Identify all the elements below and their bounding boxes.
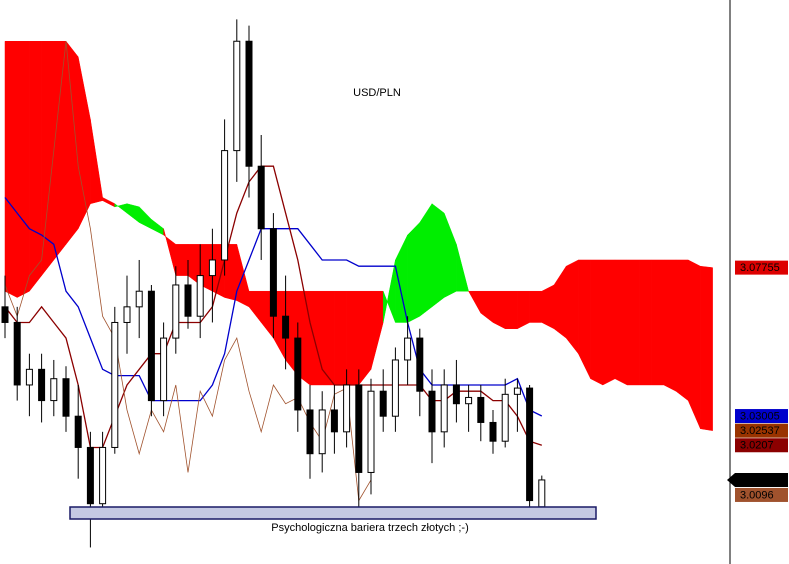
cloud-segment bbox=[614, 259, 628, 386]
cloud-segment bbox=[565, 259, 579, 355]
cloud-segment bbox=[602, 259, 616, 386]
candle-body bbox=[294, 337, 302, 411]
cloud-segment bbox=[419, 202, 433, 317]
candle-body bbox=[465, 396, 473, 405]
candle-body bbox=[489, 421, 497, 442]
candle-body bbox=[501, 393, 509, 442]
candle-body bbox=[135, 290, 143, 308]
indicator-line bbox=[4, 165, 543, 449]
value-box-label: 3.0096 bbox=[740, 474, 774, 486]
cloud-segment bbox=[529, 290, 543, 323]
candle-body bbox=[221, 150, 229, 261]
candle-body bbox=[160, 337, 168, 402]
candle-body bbox=[208, 259, 216, 277]
candle-body bbox=[25, 368, 33, 386]
candle-body bbox=[233, 40, 241, 152]
candle-body bbox=[38, 368, 46, 402]
cloud-segment bbox=[358, 290, 372, 386]
cloud-segment bbox=[590, 259, 604, 386]
candle-body bbox=[196, 275, 204, 317]
value-box bbox=[735, 260, 788, 275]
candle-body bbox=[428, 390, 436, 433]
candle-body bbox=[343, 384, 351, 433]
chart-title: USD/PLN bbox=[353, 87, 401, 99]
value-box-label: 3.07755 bbox=[740, 262, 780, 274]
candle-body bbox=[111, 321, 119, 448]
cloud-segment bbox=[492, 290, 506, 330]
candle-body bbox=[355, 384, 363, 473]
cloud-segment bbox=[29, 40, 42, 292]
value-box bbox=[735, 423, 788, 438]
candle-body bbox=[1, 306, 9, 323]
cloud-segment bbox=[456, 244, 469, 292]
candle-body bbox=[282, 315, 290, 339]
cloud-segment bbox=[175, 244, 189, 276]
candle-body bbox=[269, 228, 277, 317]
value-box-label: 3.03005 bbox=[740, 410, 780, 422]
candle-body bbox=[86, 446, 94, 505]
cloud-segment bbox=[651, 259, 665, 386]
candle-body bbox=[62, 378, 70, 417]
cloud-segment bbox=[65, 40, 79, 246]
value-box bbox=[735, 409, 788, 424]
value-box bbox=[735, 438, 788, 453]
candle-body bbox=[123, 306, 131, 323]
value-box-label: 3.02537 bbox=[740, 425, 780, 437]
cloud-segment bbox=[639, 259, 652, 386]
candle-body bbox=[367, 390, 375, 473]
candle-body bbox=[184, 284, 192, 317]
cloud-segment bbox=[700, 265, 713, 431]
candle-body bbox=[74, 415, 82, 448]
cloud-segment bbox=[309, 290, 323, 386]
candle-body bbox=[306, 409, 314, 455]
candle-body bbox=[172, 284, 180, 339]
candle-body bbox=[416, 337, 424, 392]
cloud-segment bbox=[4, 40, 18, 298]
candle-body bbox=[452, 384, 460, 405]
candle-body bbox=[379, 390, 387, 417]
annotation: Psychologiczna bariera trzech złotych ;-… bbox=[271, 522, 468, 534]
candle-body bbox=[404, 337, 412, 361]
cloud-segment bbox=[626, 259, 640, 386]
cloud-segment bbox=[346, 290, 360, 386]
price-box bbox=[727, 472, 788, 487]
cloud-segment bbox=[687, 259, 701, 429]
candle-body bbox=[477, 396, 485, 423]
cloud-segment bbox=[334, 290, 347, 386]
candle-body bbox=[147, 290, 155, 402]
candle-body bbox=[526, 387, 534, 502]
candle-body bbox=[13, 321, 21, 386]
value-box-label: 3.0096 bbox=[740, 489, 774, 501]
value-box-label: 3.0207 bbox=[740, 440, 774, 452]
cloud-segment bbox=[53, 40, 67, 261]
cloud-segment bbox=[517, 290, 530, 330]
candle-body bbox=[245, 40, 253, 167]
candle-body bbox=[391, 359, 399, 417]
candle-body bbox=[538, 479, 546, 508]
candle-body bbox=[513, 387, 521, 395]
candle-body bbox=[50, 378, 58, 402]
candle-body bbox=[440, 384, 448, 433]
cloud-segment bbox=[407, 221, 421, 323]
cloud-segment bbox=[541, 284, 555, 330]
candle-body bbox=[330, 409, 338, 433]
value-box bbox=[735, 487, 788, 502]
cloud-segment bbox=[663, 259, 677, 392]
cloud-segment bbox=[504, 290, 518, 329]
candle-body bbox=[257, 165, 265, 230]
cloud-segment bbox=[16, 40, 30, 298]
cloud-segment bbox=[431, 203, 445, 308]
candle-body bbox=[99, 446, 107, 505]
cloud-segment bbox=[675, 259, 689, 402]
candle-body bbox=[318, 409, 326, 455]
barrier-box bbox=[69, 506, 597, 520]
